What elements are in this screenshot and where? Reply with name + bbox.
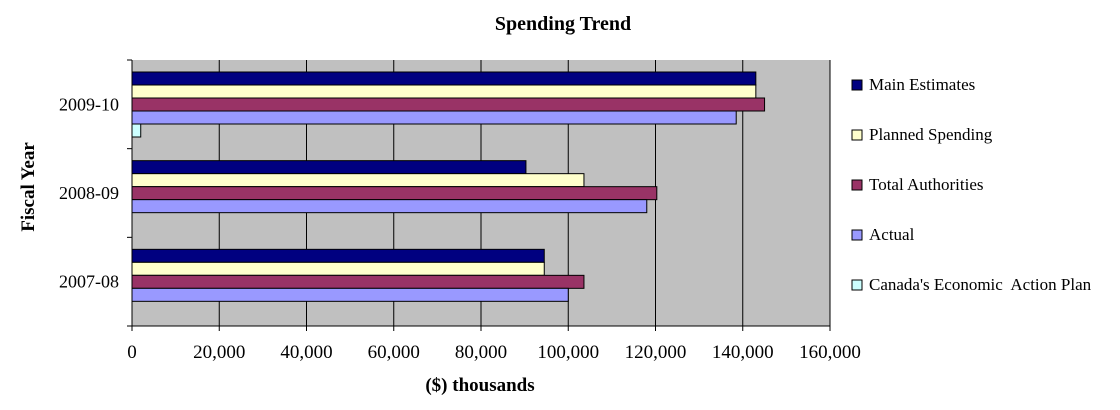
x-tick-label: 20,000: [193, 342, 245, 363]
x-tick-label: 80,000: [455, 342, 507, 363]
legend-item: Canada's Economic Action Plan: [851, 275, 1092, 294]
y-axis-title: Fiscal Year: [18, 142, 39, 232]
x-tick-label: 120,000: [625, 342, 687, 363]
bar: [131, 261, 545, 276]
legend-item: Planned Spending: [851, 125, 993, 144]
legend-item: Total Authorities: [851, 175, 984, 194]
chart-title: Spending Trend: [495, 13, 631, 35]
y-tick-label: 2007-08: [59, 272, 119, 292]
category-group-2007-08: [131, 248, 585, 302]
x-axis-title: ($) thousands: [425, 375, 534, 396]
x-tick-label: 140,000: [712, 342, 774, 363]
bar: [131, 110, 737, 125]
bar: [131, 97, 766, 112]
bar: [131, 287, 569, 302]
legend-label: Planned Spending: [869, 125, 993, 144]
bar: [131, 160, 527, 175]
legend-label: Main Estimates: [869, 75, 975, 94]
bar: [131, 123, 142, 138]
legend-swatch: [851, 129, 863, 141]
bar: [131, 186, 658, 201]
y-tick-label: 2008-09: [59, 183, 119, 203]
plot-area: 0 20,000 40,000 60,000 80,000 100,000 120,000 1…: [59, 59, 861, 363]
legend-swatch: [851, 79, 863, 91]
bar: [131, 173, 585, 188]
x-tick-label: 100,000: [537, 342, 599, 363]
x-tick-label: 0: [127, 342, 137, 363]
legend-label: Canada's Economic Action Plan: [869, 275, 1092, 294]
bar: [131, 248, 545, 263]
bar: [131, 199, 648, 214]
legend: Main Estimates Planned Spending Total Auth…: [851, 75, 1092, 294]
bar: [131, 274, 585, 289]
legend-swatch: [851, 179, 863, 191]
legend-label: Actual: [869, 225, 915, 244]
legend-item: Main Estimates: [851, 75, 975, 94]
legend-item: Actual: [851, 225, 915, 244]
legend-label: Total Authorities: [869, 175, 984, 194]
legend-swatch: [851, 229, 863, 241]
x-tick-label: 160,000: [799, 342, 861, 363]
legend-swatch: [851, 279, 863, 291]
y-tick-label: 2009-10: [59, 94, 119, 114]
bar: [131, 71, 757, 86]
bar: [131, 84, 757, 99]
x-tick-label: 40,000: [280, 342, 332, 363]
x-tick-label: 60,000: [368, 342, 420, 363]
